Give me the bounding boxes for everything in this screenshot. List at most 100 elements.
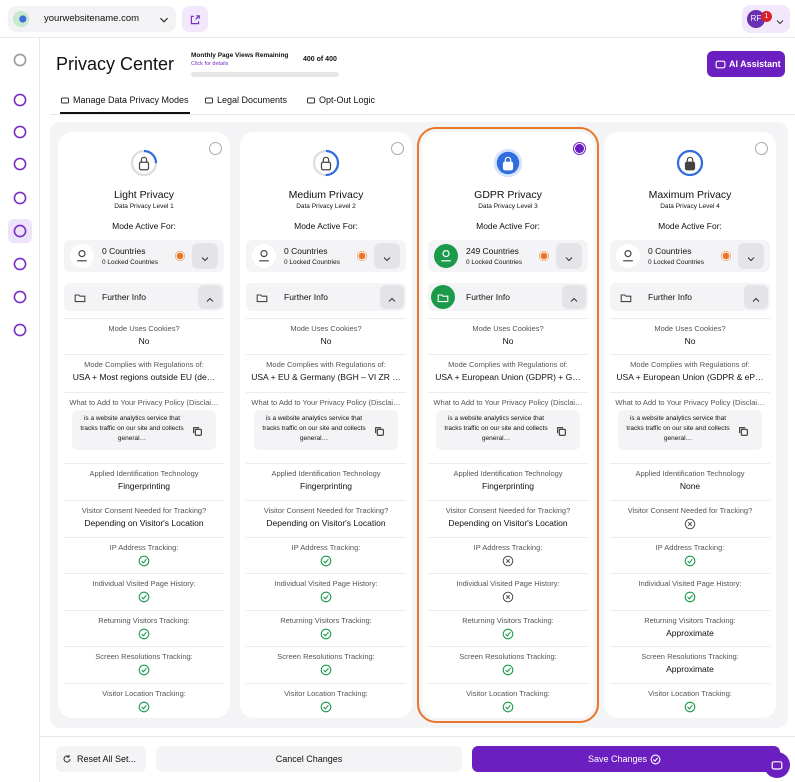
lock-shackle <box>140 156 148 163</box>
countries-icon-svg <box>77 250 87 262</box>
privacy-card[interactable]: Light Privacy Data Privacy Level 1 Mode Ac… <box>58 132 230 718</box>
save-button[interactable]: Save Changes <box>472 746 780 772</box>
tab[interactable]: Manage Data Privacy Modes <box>60 92 190 114</box>
tab-glyph <box>61 97 69 104</box>
expand-button[interactable] <box>556 243 582 269</box>
check-ring <box>320 591 332 603</box>
expand-button[interactable] <box>374 243 400 269</box>
cancel-label: Cancel Changes <box>275 754 343 764</box>
nav-icon[interactable] <box>12 124 28 140</box>
nav-icon[interactable] <box>12 190 28 206</box>
ai-assistant-button[interactable]: AI Assistant <box>707 51 785 77</box>
nav-icon[interactable] <box>8 219 32 243</box>
expand-button[interactable] <box>738 243 764 269</box>
nav-icon[interactable] <box>12 322 28 338</box>
check-icon-svg <box>502 701 514 713</box>
copy-button[interactable] <box>374 424 385 436</box>
row-label: Mode Complies with Regulations of: <box>448 360 568 369</box>
privacy-card[interactable]: Medium Privacy Data Privacy Level 2 Mode A… <box>240 132 412 718</box>
row-divider <box>246 573 406 574</box>
check-ring <box>502 664 514 676</box>
check-icon <box>138 554 150 567</box>
countries-icon <box>252 244 276 268</box>
select-radio[interactable] <box>391 142 404 155</box>
check-tick <box>505 667 511 673</box>
check-ring <box>320 664 332 676</box>
cross-icon <box>684 517 696 530</box>
privacy-card[interactable]: Maximum Privacy Data Privacy Level 4 Mode … <box>604 132 776 718</box>
select-radio[interactable] <box>755 142 768 155</box>
save-ring <box>650 754 661 765</box>
site-logo <box>12 10 30 28</box>
locked-count: 0 Locked Countries <box>648 259 705 266</box>
chev <box>565 257 573 262</box>
check-icon <box>320 554 332 567</box>
row-label: Visitor Location Tracking: <box>102 689 186 698</box>
level-icon <box>129 148 159 178</box>
check-tick <box>323 594 329 600</box>
countries-count: 249 Countries <box>466 246 519 256</box>
copy-button[interactable] <box>738 424 749 436</box>
check-icon <box>138 590 150 603</box>
check-icon <box>320 590 332 603</box>
expand-button[interactable] <box>192 243 218 269</box>
cancel-button[interactable]: Cancel Changes <box>156 746 462 772</box>
ring-arc <box>312 149 340 177</box>
row-divider <box>428 500 588 501</box>
nav-icon[interactable] <box>12 289 28 305</box>
row-value: Depending on Visitor's Location <box>448 518 568 528</box>
card-subtitle: Data Privacy Level 2 <box>296 203 356 210</box>
row-label: Returning Visitors Tracking: <box>98 616 190 625</box>
nav-icon[interactable] <box>12 256 28 272</box>
snippet-box: is a website analytics service that trac… <box>254 410 398 450</box>
row-divider <box>610 500 770 501</box>
ring-arc <box>130 149 158 177</box>
row-divider <box>246 318 406 319</box>
user-menu[interactable]: RF 1 <box>742 5 790 33</box>
status-dot <box>539 251 549 261</box>
save-label: Save Changes <box>588 754 648 764</box>
tab[interactable]: Legal Documents <box>204 92 287 114</box>
check-ring <box>320 555 332 567</box>
pin <box>442 250 450 258</box>
row-label: Applied Identification Technology <box>453 469 563 478</box>
level-icon <box>675 148 705 178</box>
locked-count: 0 Locked Countries <box>102 259 159 266</box>
tab-icon-svg <box>307 97 315 104</box>
further-info-row[interactable]: Further Info <box>610 283 770 311</box>
row-value: No <box>684 336 696 346</box>
nav-icon[interactable] <box>12 52 28 68</box>
chev <box>383 257 391 262</box>
site-select[interactable]: yourwebsitename.com <box>8 6 176 32</box>
privacy-card[interactable]: GDPR Privacy Data Privacy Level 3 Mode Act… <box>417 127 599 723</box>
chat-button[interactable] <box>764 752 790 778</box>
row-divider <box>610 610 770 611</box>
nav-icon-svg <box>13 157 27 171</box>
row-value: No <box>320 336 332 346</box>
card-subtitle: Data Privacy Level 4 <box>660 203 720 210</box>
row-label: Visitor Consent Needed for Tracking? <box>263 506 389 515</box>
select-radio[interactable] <box>573 142 586 155</box>
further-info-row[interactable]: Further Info <box>428 283 588 311</box>
chev <box>159 17 169 23</box>
copy-button[interactable] <box>192 424 203 436</box>
countries-icon-svg <box>441 250 451 262</box>
copy-button[interactable] <box>556 424 567 436</box>
check-icon-svg <box>320 591 332 603</box>
further-info-row[interactable]: Further Info <box>246 283 406 311</box>
further-info-row[interactable]: Further Info <box>64 283 224 311</box>
chat-glyph <box>771 761 783 770</box>
check-tick <box>505 631 511 637</box>
cross-x <box>687 521 693 527</box>
tab[interactable]: Opt-Out Logic <box>306 92 375 114</box>
views-link[interactable]: Click for details <box>191 61 229 67</box>
row-divider <box>64 463 224 464</box>
reset-button[interactable]: Reset All Set... <box>56 746 146 772</box>
row-divider <box>610 318 770 319</box>
nav-icon[interactable] <box>12 156 28 172</box>
nav-icon[interactable] <box>12 92 28 108</box>
select-radio[interactable] <box>209 142 222 155</box>
cross-x <box>505 594 511 600</box>
row-label: Individual Visited Page History: <box>638 579 742 588</box>
